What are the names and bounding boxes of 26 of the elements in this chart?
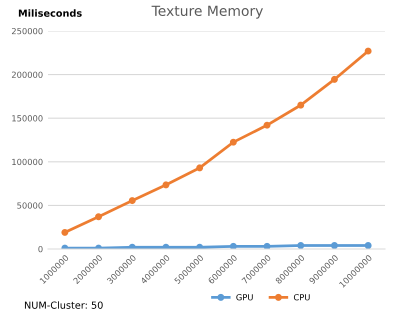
chart-title: Texture Memory (152, 6, 263, 19)
point (230, 138, 237, 146)
point (196, 164, 204, 172)
point (364, 242, 372, 249)
point (95, 213, 102, 220)
point (264, 242, 271, 249)
text: NUM-Cluster: 50 (24, 301, 103, 309)
y-tick-label: 50000 (17, 202, 43, 209)
y-tick-label: 0 (38, 246, 43, 252)
point (330, 76, 338, 83)
y-tick-label: 100000 (12, 158, 43, 166)
point (297, 242, 304, 249)
y-tick-label: 200000 (12, 72, 43, 78)
point (264, 122, 271, 129)
point (330, 242, 338, 249)
point (297, 102, 304, 109)
point (364, 48, 372, 55)
point (61, 228, 68, 236)
point (128, 197, 136, 204)
point (162, 181, 170, 188)
y-axis-title: Miliseconds (18, 9, 82, 17)
legend-label: GPU (236, 294, 253, 300)
legend-label: CPU (294, 294, 310, 300)
point (230, 242, 237, 249)
y-tick-label: 150000 (12, 115, 43, 122)
y-tick-label: 250000 (12, 28, 43, 34)
